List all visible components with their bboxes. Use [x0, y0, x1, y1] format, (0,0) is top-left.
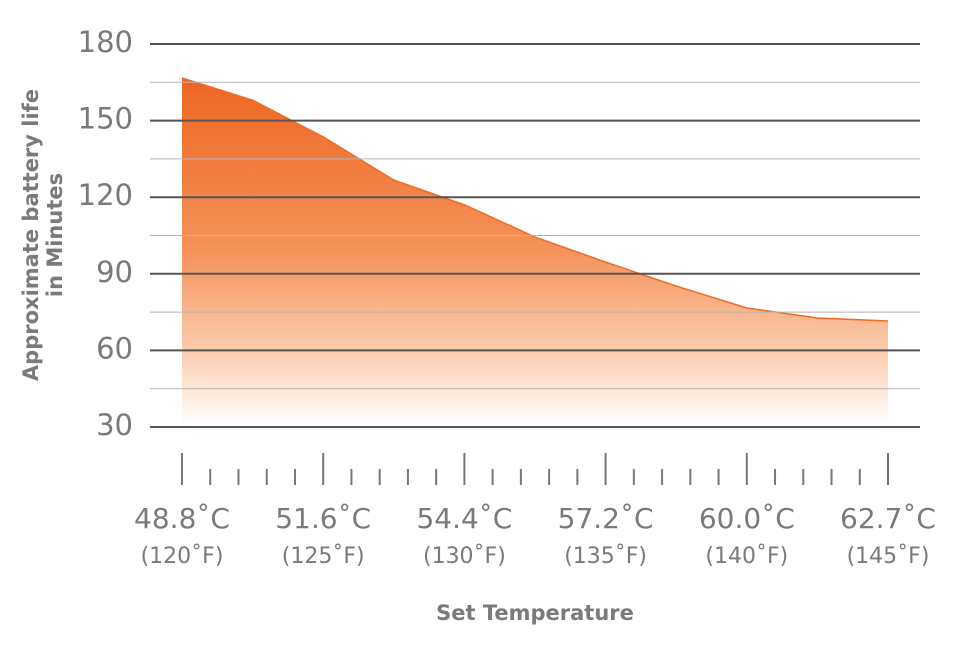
x-tick-label: 60.0˚C — [699, 502, 795, 535]
y-tick-label: 60 — [96, 331, 133, 365]
y-tick-label: 150 — [78, 102, 133, 136]
y-tick-label: 30 — [96, 408, 133, 442]
x-tick-label: 57.2˚C — [558, 502, 654, 535]
x-tick-label: 51.6˚C — [275, 502, 371, 535]
y-axis-title-line: in Minutes — [43, 173, 67, 297]
x-tick-sublabel: (140˚F) — [705, 544, 788, 569]
y-axis-title: Approximate battery life in Minutes — [19, 89, 67, 381]
x-tick-sublabel: (130˚F) — [423, 544, 506, 569]
x-tick-label: 54.4˚C — [416, 502, 512, 535]
area-edge — [181, 77, 889, 322]
y-tick-label: 120 — [78, 178, 133, 212]
x-axis-title: Set Temperature — [436, 601, 634, 625]
area-fill — [182, 77, 888, 427]
x-tick-sublabel: (125˚F) — [282, 544, 365, 569]
x-tick-sublabel: (135˚F) — [564, 544, 647, 569]
y-tick-label: 90 — [96, 255, 133, 289]
x-tick-label: 48.8˚C — [134, 502, 230, 535]
x-tick-sublabel: (145˚F) — [847, 544, 930, 569]
x-tick-sublabel: (120˚F) — [141, 544, 224, 569]
y-axis-title-line: Approximate battery life — [19, 89, 43, 381]
x-tick-label: 62.7˚C — [840, 502, 936, 535]
y-tick-label: 180 — [78, 25, 133, 59]
